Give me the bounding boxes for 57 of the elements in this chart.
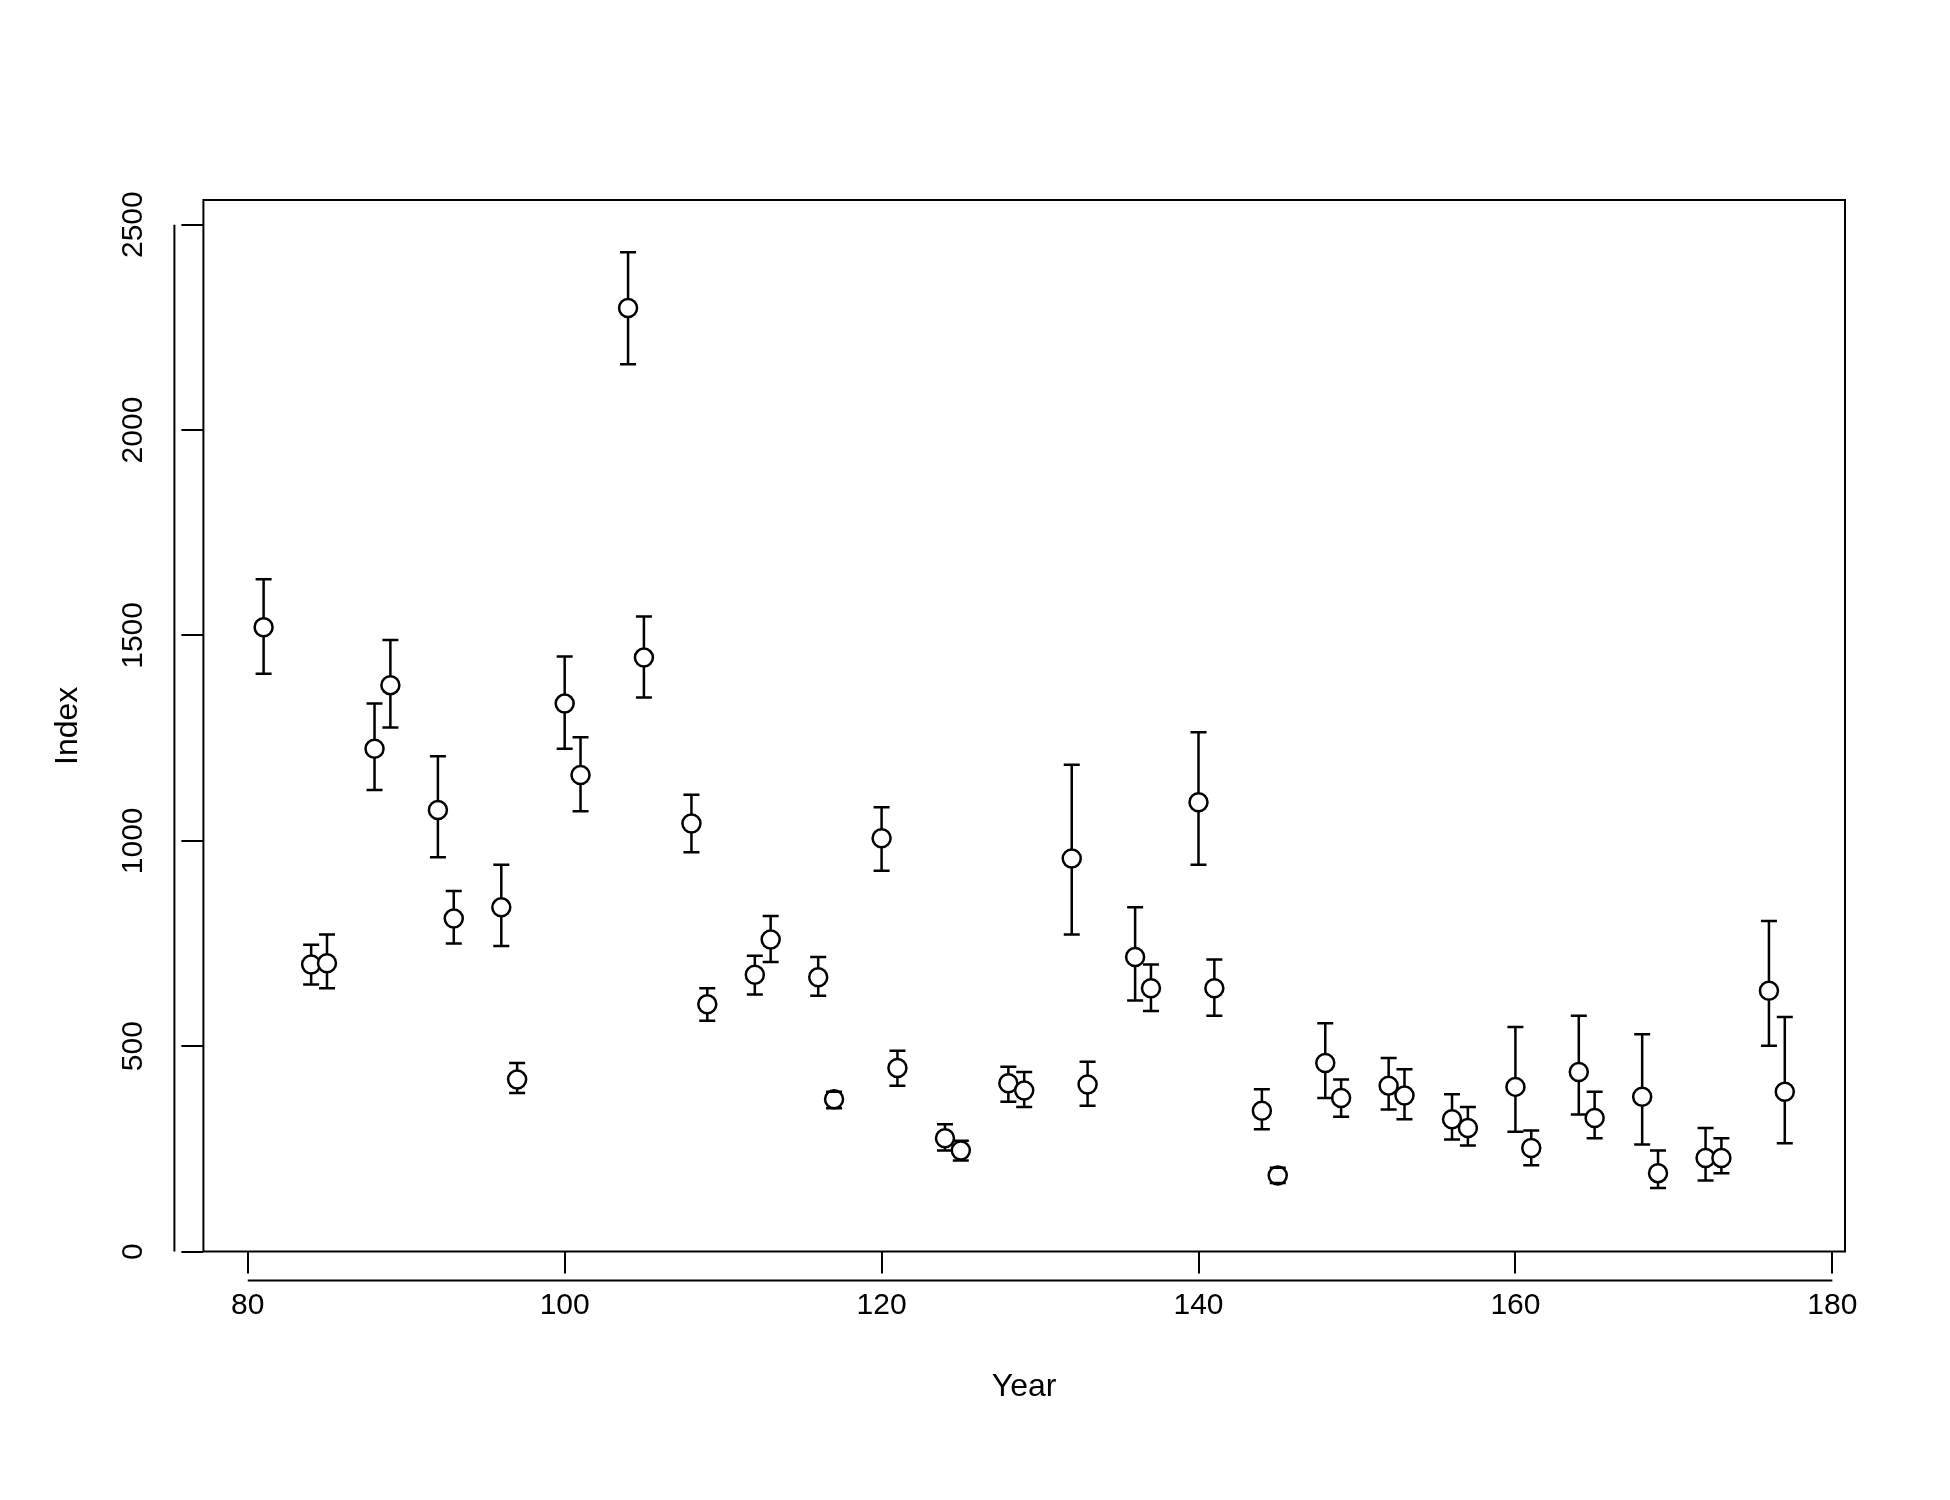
point <box>1330 1087 1352 1109</box>
point <box>697 994 718 1015</box>
point <box>760 929 781 950</box>
x-tick-label: 100 <box>539 1286 590 1320</box>
point <box>1188 791 1209 813</box>
point <box>1140 978 1162 999</box>
y-axis-title: Index <box>48 686 85 765</box>
point <box>1457 1117 1479 1139</box>
point <box>364 738 385 760</box>
point <box>506 1069 528 1090</box>
point <box>1631 1086 1653 1107</box>
point <box>1505 1076 1526 1098</box>
point <box>744 964 766 985</box>
point <box>1521 1137 1542 1159</box>
point <box>491 897 512 918</box>
point <box>1077 1074 1098 1095</box>
point <box>1013 1080 1035 1101</box>
point <box>807 966 829 988</box>
point <box>570 764 591 786</box>
y-tick-label: 1500 <box>115 602 149 669</box>
x-tick-label: 120 <box>856 1286 907 1320</box>
point <box>617 297 639 319</box>
point <box>1441 1109 1463 1130</box>
point <box>1315 1052 1336 1074</box>
point <box>1711 1147 1732 1169</box>
x-axis-title: Year <box>991 1366 1057 1403</box>
point <box>1774 1081 1796 1103</box>
point <box>1204 978 1225 999</box>
point <box>1647 1162 1669 1184</box>
point <box>380 674 401 696</box>
point <box>871 828 892 849</box>
point <box>1061 848 1082 869</box>
x-tick-label: 80 <box>231 1286 265 1320</box>
point <box>443 908 465 929</box>
y-tick-label: 2500 <box>115 191 149 259</box>
point <box>253 616 274 638</box>
point <box>1568 1061 1590 1083</box>
point <box>998 1072 1019 1094</box>
point <box>1394 1085 1415 1106</box>
y-tick-label: 500 <box>115 1021 149 1072</box>
y-tick-label: 2000 <box>115 396 149 464</box>
y-tick-label: 1000 <box>115 807 149 875</box>
point <box>1378 1075 1399 1096</box>
point <box>554 693 575 714</box>
point <box>1584 1107 1605 1129</box>
point <box>316 952 338 974</box>
point <box>633 647 655 668</box>
point <box>887 1057 908 1079</box>
point <box>1758 980 1780 1001</box>
y-tick-label: 0 <box>115 1243 149 1260</box>
point <box>681 813 702 834</box>
point <box>1251 1100 1273 1121</box>
point <box>1124 946 1146 968</box>
x-tick-label: 180 <box>1807 1286 1858 1320</box>
x-tick-label: 160 <box>1490 1286 1541 1320</box>
point <box>427 799 449 821</box>
x-tick-label: 140 <box>1173 1286 1224 1320</box>
